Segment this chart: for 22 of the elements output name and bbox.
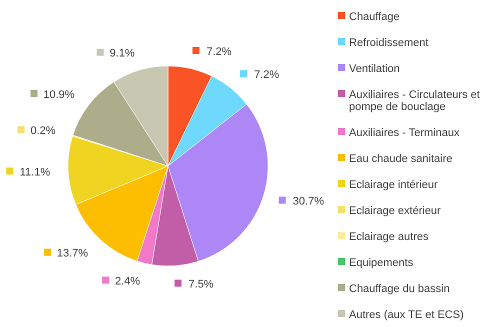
legend-label: Eclairage intérieur (349, 178, 438, 191)
data-label: 7.2% (254, 68, 280, 81)
legend-label: Equipements (349, 256, 414, 269)
data-label: 2.4% (115, 276, 140, 288)
legend-label: Auxiliaires - Circulateurs et pompe de bouclage (349, 88, 480, 113)
data-label: 30.7% (292, 196, 324, 208)
legend-label: Auxiliaires - Terminaux (349, 126, 460, 139)
data-label: 7.5% (188, 278, 214, 291)
data-label: 7.2% (206, 46, 232, 58)
data-label: 9.1% (110, 48, 135, 60)
legend-label: Eau chaude sanitaire (349, 152, 452, 165)
legend-label: Ventilation (349, 62, 400, 75)
data-label: 13.7% (56, 248, 88, 260)
legend-label: Eclairage autres (349, 230, 429, 243)
legend-label: Chauffage (349, 10, 400, 23)
legend-label: Chauffage du bassin (349, 282, 450, 295)
legend-label: Autres (aux TE et ECS) (349, 308, 464, 321)
legend-label: Refroidissement (349, 36, 428, 49)
data-label: 10.9% (43, 88, 75, 101)
data-label: 11.1% (20, 166, 50, 178)
legend-label: Eclairage extérieur (349, 204, 442, 217)
data-label: 0.2% (30, 125, 56, 138)
